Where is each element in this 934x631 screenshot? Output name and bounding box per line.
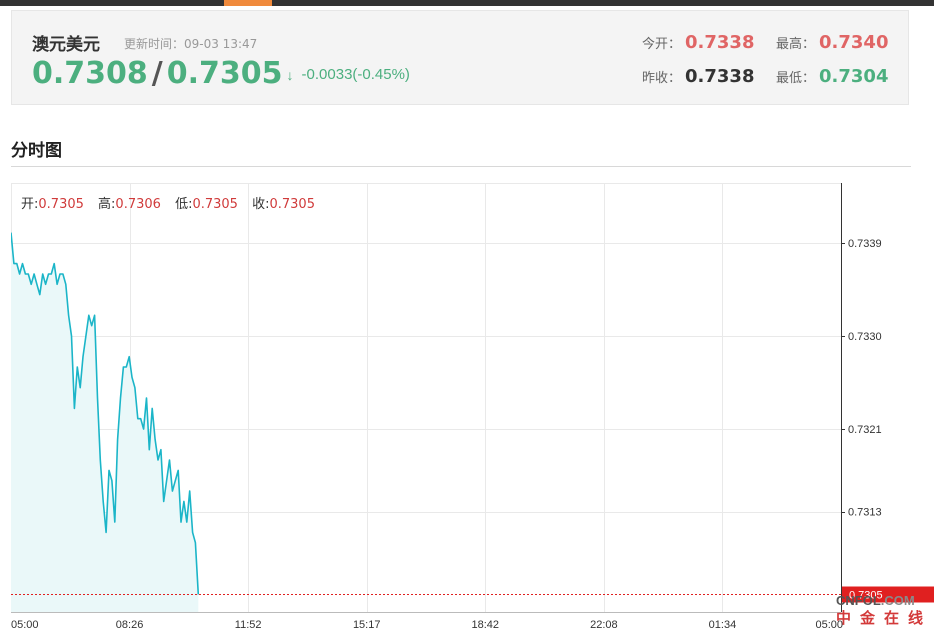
y-axis-ticks: 0.7339 0.7330 0.7321 0.7313 (841, 238, 882, 519)
prev-close-label: 昨收： (642, 71, 682, 86)
x-tick-label: 05:00 (815, 619, 843, 631)
ohlc-high-label: 高: (98, 197, 116, 212)
logo-text-domain: .COM (880, 593, 915, 608)
low-stat: 最低： 0.7304 (776, 66, 888, 87)
ohlc-close-value: 0.7305 (269, 197, 315, 212)
x-tick-label: 18:42 (472, 619, 500, 631)
open-label: 今开： (642, 37, 682, 52)
price-change: -0.0033(-0.45%) (301, 66, 410, 83)
x-tick-label: 01:34 (709, 619, 737, 631)
ohlc-low-value: 0.7305 (192, 197, 238, 212)
ohlc-open-label: 开: (21, 197, 39, 212)
ohlc-high-value: 0.7306 (115, 197, 161, 212)
low-value: 0.7304 (819, 66, 889, 87)
ask-price: 0.7305 (166, 56, 283, 91)
prev-close-value: 0.7338 (685, 66, 755, 87)
section-title: 分时图 (11, 141, 62, 161)
price-line (11, 232, 200, 595)
logo-text-top: CNFOL.COM (836, 594, 934, 608)
high-value: 0.7340 (819, 32, 889, 53)
open-value: 0.7338 (685, 32, 755, 53)
high-stat: 最高： 0.7340 (776, 32, 888, 53)
logo-text-main: CNFOL (836, 593, 881, 608)
ohlc-open-value: 0.7305 (38, 197, 84, 212)
ohlc-low-label: 低: (175, 197, 193, 212)
top-nav-bar (0, 0, 934, 6)
update-time: 更新时间：09-03 13:47 (124, 37, 258, 51)
current-price-layer: 0.7305 (11, 586, 934, 603)
active-nav-indicator (224, 0, 272, 6)
y-tick-label: 0.7313 (848, 507, 882, 519)
x-tick-label: 22:08 (590, 619, 618, 631)
x-tick-label: 08:26 (116, 619, 144, 631)
y-tick-label: 0.7339 (848, 238, 882, 250)
x-tick-label: 11:52 (235, 619, 262, 631)
low-label: 最低： (776, 71, 816, 86)
ohlc-bar: 开:0.7305 高:0.7306 低:0.7305 收:0.7305 (21, 193, 325, 212)
section-divider (11, 166, 911, 167)
y-tick-label: 0.7321 (848, 424, 882, 436)
bid-price: 0.7308 (32, 56, 148, 91)
current-price-tag-label: 0.7305 (849, 590, 883, 602)
price-separator: / (151, 56, 163, 91)
y-tick-label: 0.7330 (848, 331, 882, 343)
logo-text-bottom: 中金在线 (836, 609, 933, 627)
open-stat: 今开： 0.7338 (642, 32, 754, 53)
price-area-fill (11, 232, 199, 612)
x-axis-ticks: 05:00 08:26 11:52 15:17 18:42 22:08 01:34 05:00 (11, 619, 843, 631)
prev-close-stat: 昨收： 0.7338 (642, 66, 754, 87)
high-label: 最高： (776, 37, 816, 52)
x-tick-label: 05:00 (11, 619, 39, 631)
ohlc-close-label: 收: (252, 197, 270, 212)
down-arrow-icon: ↓ (286, 67, 294, 83)
instrument-name: 澳元美元 (32, 35, 100, 55)
cnfol-logo: CNFOL.COM 中金在线 (836, 594, 934, 631)
chart-canvas[interactable]: 0.7305 0.7339 0.7330 0.7321 0.7313 05:00 08:… (11, 183, 934, 631)
intraday-chart[interactable]: 0.7305 0.7339 0.7330 0.7321 0.7313 05:00 08:… (11, 183, 934, 631)
quote-panel: 澳元美元 更新时间：09-03 13:47 0.7308/0.7305 ↓ -0.0… (11, 10, 909, 105)
x-tick-label: 15:17 (353, 619, 381, 631)
current-price-tag (842, 586, 934, 603)
price-row: 0.7308/0.7305 ↓ -0.0033(-0.45%) (32, 56, 410, 96)
